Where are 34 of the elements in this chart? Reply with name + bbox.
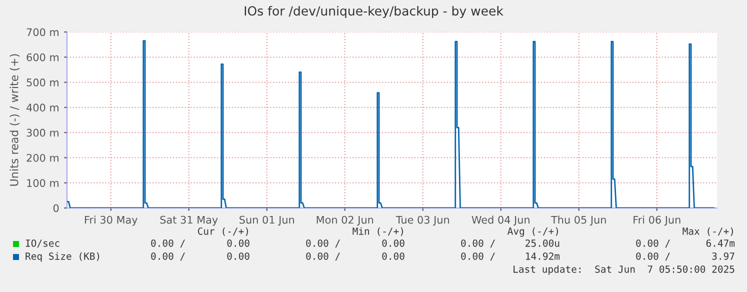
y-tick-label: 300 m [26, 128, 58, 137]
text: Last update: Sat Jun 7 05:50:00 2025 [514, 265, 734, 275]
text: 0.00 / 0.00 [306, 252, 404, 261]
text: Cur (-/+) [198, 227, 248, 236]
text: Avg (-/+) [508, 227, 558, 237]
y-axis-title: Units read (-) / write (+) [10, 54, 20, 186]
line-series [67, 40, 714, 208]
legend-label: Req Size (KB) [26, 252, 100, 262]
x-tick-label: Sat 31 May [160, 216, 218, 226]
x-tick-label: Wed 04 Jun [472, 216, 530, 226]
text: 0.00 / 3.97 [636, 252, 734, 261]
text: Min (-/+) [352, 227, 403, 236]
x-tick-label: Sun 01 Jun [240, 216, 294, 226]
x-tick-label: Mon 02 Jun [316, 216, 374, 226]
text: 0.00 / 14.92m [461, 252, 560, 261]
text: 0.00 / 0.00 [151, 252, 250, 261]
text: 0.00 / 6.47m [636, 239, 735, 248]
y-tick-label: 700 m [26, 28, 58, 36]
text: 0.00 / 25.00u [461, 239, 560, 248]
text: 0.00 / 0.00 [151, 239, 250, 248]
x-tick-label: Thu 05 Jun [550, 216, 606, 226]
text: 0.00 / 0.00 [306, 239, 404, 248]
legend-label: IO/sec [26, 239, 60, 248]
x-tick-label: Fri 06 Jun [634, 216, 680, 226]
x-tick-label: Tue 03 Jun [396, 216, 449, 226]
chart-title: IOs for /dev/unique-key/backup - by week [244, 6, 504, 18]
y-tick-label: 600 m [26, 53, 58, 62]
y-tick-label: 0 [53, 204, 59, 212]
x-tick-label: Fri 30 May [84, 216, 138, 226]
y-tick-label: 200 m [26, 154, 58, 162]
y-tick-label: 100 m [27, 179, 58, 187]
y-tick-label: 500 m [26, 78, 58, 86]
text: Max (-/+) [682, 227, 733, 236]
y-tick-label: 400 m [26, 104, 58, 112]
